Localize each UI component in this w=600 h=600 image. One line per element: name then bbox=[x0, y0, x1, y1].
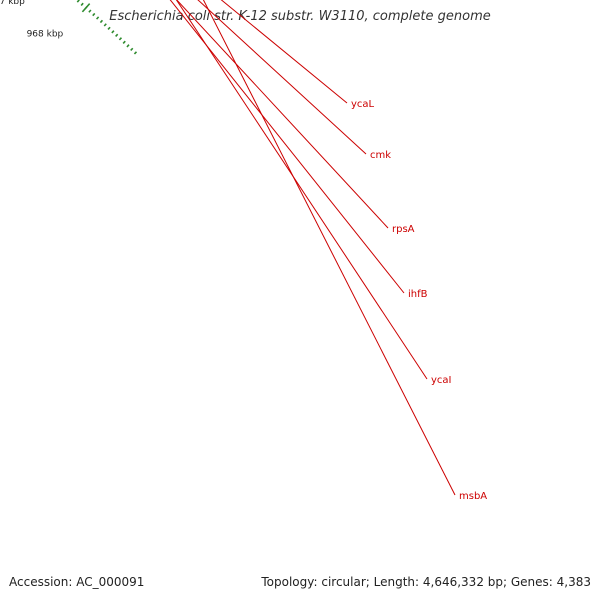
accession-text: Accession: AC_000091 bbox=[9, 575, 145, 589]
minor-tick bbox=[99, 19, 104, 24]
minor-tick bbox=[126, 44, 130, 48]
gene-label-leader bbox=[202, 0, 456, 496]
minor-tick bbox=[130, 47, 134, 51]
minor-tick bbox=[103, 23, 107, 27]
gene-label-ycaL: ycaL bbox=[351, 99, 375, 110]
topology-summary: Topology: circular; Length: 4,646,332 bp… bbox=[261, 575, 591, 589]
minor-tick bbox=[133, 51, 138, 55]
minor-tick bbox=[111, 30, 115, 34]
gene-label-leader bbox=[220, 0, 348, 104]
minor-tick bbox=[115, 33, 119, 37]
minor-tick bbox=[95, 16, 100, 20]
minor-tick bbox=[88, 9, 92, 13]
minor-tick bbox=[92, 12, 96, 17]
minor-tick bbox=[118, 37, 123, 41]
gene-label-ycaI: ycaI bbox=[431, 375, 452, 386]
minor-tick bbox=[76, 0, 80, 3]
minor-tick bbox=[80, 2, 84, 6]
tick-label: 968 kbp bbox=[27, 30, 64, 40]
gene-label-rpsA: rpsA bbox=[392, 224, 415, 235]
label-layer: ycaL cmk rpsA ihfB ycaI msbA bbox=[169, 0, 487, 502]
gene-label-msbA: msbA bbox=[459, 491, 487, 502]
tick-label: 967 kbp bbox=[0, 0, 25, 7]
gene-label-leader bbox=[169, 0, 405, 294]
tick-layer: 959 kbp960 kbp961 kbp962 kbp963 kbp964 k… bbox=[0, 0, 138, 55]
gene-label-cmk: cmk bbox=[370, 150, 391, 161]
gene-label-leader bbox=[175, 0, 428, 380]
gene-label-leader bbox=[176, 0, 389, 229]
genome-title: Escherichia coli str. K-12 substr. W3110… bbox=[109, 9, 491, 24]
minor-tick bbox=[122, 40, 126, 44]
major-tick bbox=[81, 3, 91, 13]
gene-label-ihfB: ihfB bbox=[408, 289, 428, 300]
minor-tick bbox=[107, 26, 111, 30]
gene-label-leader bbox=[197, 0, 367, 155]
